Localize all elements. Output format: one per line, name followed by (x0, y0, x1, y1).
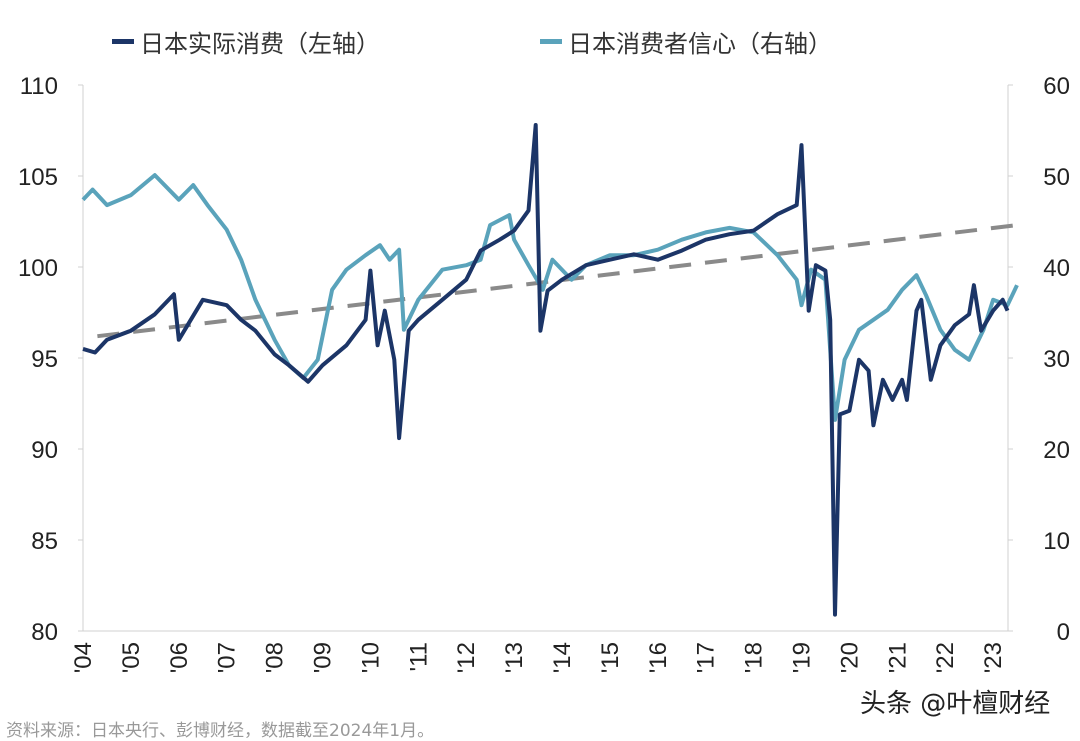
x-tick-label: '19 (789, 642, 816, 673)
y-right-tick-label: 30 (1043, 346, 1070, 373)
y-left-tick-label: 85 (31, 528, 58, 555)
trend-line-dashed (97, 223, 1018, 339)
x-tick-label: '22 (932, 642, 959, 673)
series-line-confidence (81, 173, 1019, 422)
legend-swatch-teal (540, 39, 562, 44)
x-tick-label: '05 (118, 642, 145, 673)
x-tick-label: '07 (214, 642, 241, 673)
x-tick-label: '23 (980, 642, 1007, 673)
x-tick-label: '09 (310, 642, 337, 673)
x-tick-label: '13 (501, 642, 528, 673)
y-left-tick-label: 110 (20, 73, 58, 100)
x-tick-label: '06 (166, 642, 193, 673)
x-tick-label: '11 (405, 642, 432, 672)
x-tick-label: '17 (693, 642, 720, 673)
x-tick-label: '12 (453, 642, 480, 673)
x-tick-label: '16 (645, 642, 672, 673)
y-right-tick-label: 0 (1057, 619, 1070, 646)
legend-swatch-navy (112, 39, 134, 44)
x-tick-label: '14 (549, 642, 576, 673)
x-tick-label: '08 (262, 642, 289, 673)
y-left-tick-label: 80 (31, 619, 58, 646)
x-tick-label: '10 (357, 642, 384, 673)
x-tick-label: '04 (70, 642, 97, 673)
x-tick-label: '21 (884, 642, 911, 673)
y-right-tick-label: 20 (1043, 437, 1070, 464)
x-tick-label: '20 (836, 642, 863, 673)
series-line-consumption (82, 123, 1010, 617)
source-note: 资料来源：日本央行、彭博财经，数据截至2024年1月。 (6, 721, 435, 741)
x-tick-label: '15 (597, 642, 624, 673)
y-left-tick-label: 95 (31, 346, 58, 373)
y-left-tick-label: 105 (18, 164, 58, 191)
legend-item-confidence: 日本消费者信心（右轴） (540, 24, 832, 59)
legend-label: 日本实际消费（左轴） (140, 30, 380, 58)
legend-item-consumption: 日本实际消费（左轴） (112, 24, 380, 59)
y-right-tick-label: 60 (1043, 73, 1070, 100)
legend-label: 日本消费者信心（右轴） (568, 30, 832, 58)
y-right-tick-label: 10 (1043, 528, 1070, 555)
y-left-tick-label: 100 (18, 255, 58, 282)
y-right-tick-label: 50 (1043, 164, 1070, 191)
y-right-tick-label: 40 (1043, 255, 1070, 282)
watermark: 头条 @叶檀财经 (860, 689, 1051, 719)
x-tick-label: '18 (741, 642, 768, 673)
y-left-tick-label: 90 (31, 437, 58, 464)
